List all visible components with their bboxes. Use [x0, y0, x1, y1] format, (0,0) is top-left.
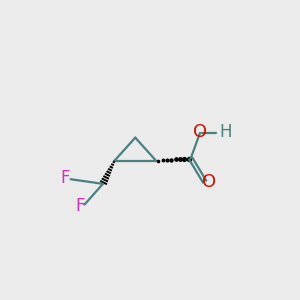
Text: H: H — [220, 123, 232, 141]
Text: O: O — [193, 123, 207, 141]
Text: O: O — [202, 172, 216, 190]
Text: F: F — [76, 197, 85, 215]
Text: F: F — [60, 169, 70, 187]
